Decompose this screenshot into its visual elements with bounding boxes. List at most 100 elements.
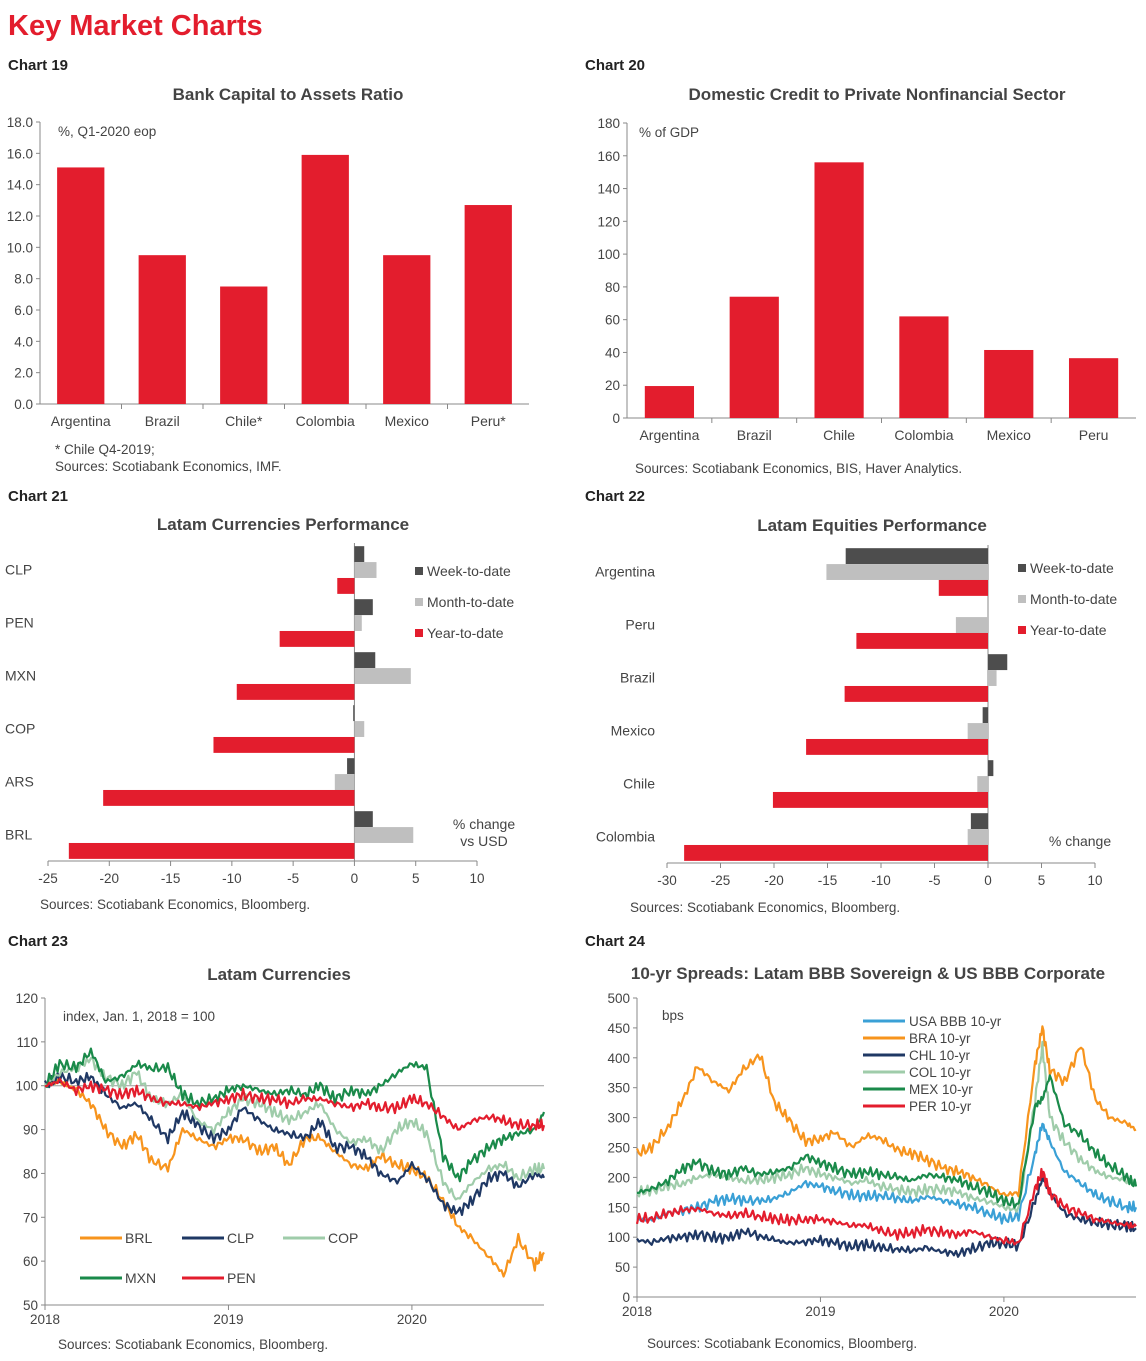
c24-xtick-label: 2018 xyxy=(622,1304,652,1319)
c22-category-label: Brazil xyxy=(620,670,655,686)
c20-ytick-label: 100 xyxy=(597,247,620,262)
c19-bar-chile xyxy=(220,286,268,404)
c20-unit-label: % of GDP xyxy=(639,125,699,140)
c22-legend-swatch-year-to-date xyxy=(1018,626,1026,634)
c21-bar-cop-week-to-date xyxy=(353,705,355,722)
c22-xtick-label: -5 xyxy=(928,873,940,888)
c21-legend-label: Year-to-date xyxy=(427,625,504,641)
c20-ytick-label: 60 xyxy=(605,313,620,328)
c23-line-cop xyxy=(44,1056,546,1201)
c21-bar-brl-year-to-date xyxy=(68,842,355,859)
c19-ytick-label: 0.0 xyxy=(14,397,33,412)
c24-ytick-label: 500 xyxy=(607,991,630,1006)
c22-legend-label: Month-to-date xyxy=(1030,591,1117,607)
c24-line-per-10-yr xyxy=(635,1167,1137,1246)
c22-category-label: Chile xyxy=(623,776,655,792)
c21-legend-swatch-week-to-date xyxy=(415,567,423,575)
c21-bar-cop-month-to-date xyxy=(354,721,365,737)
c20-bar-argentina xyxy=(644,386,695,418)
c23-legend-label: BRL xyxy=(125,1230,152,1246)
c21-xtick-label: 10 xyxy=(469,871,484,886)
c19-ytick-label: 8.0 xyxy=(14,272,33,287)
c23-ytick-label: 110 xyxy=(16,1035,38,1050)
c22-xtick-label: -30 xyxy=(657,873,677,888)
chart-21-number: Chart 21 xyxy=(8,488,69,505)
c19-category-label: Chile* xyxy=(225,413,263,429)
c21-bar-ars-week-to-date xyxy=(347,758,355,775)
c20-category-label: Brazil xyxy=(737,427,772,443)
c20-title: Domestic Credit to Private Nonfinancial … xyxy=(689,85,1066,104)
c20-bar-mexico xyxy=(984,349,1034,418)
c22-xtick-label: -15 xyxy=(818,873,838,888)
c22-category-label: Mexico xyxy=(611,723,656,739)
chart-21-currencies-performance: Latam Currencies Performance -25 -20 -15 -10… xyxy=(5,515,515,886)
chart-23-number: Chart 23 xyxy=(8,933,69,950)
c20-bar-brazil xyxy=(729,296,779,418)
chart-22-equities-performance: Latam Equities Performance -30 -25 -20 -15 -1… xyxy=(595,516,1117,888)
c22-legend-swatch-week-to-date xyxy=(1018,564,1026,572)
c22-bar-mexico-year-to-date xyxy=(806,738,988,755)
c21-unit-label: % change xyxy=(453,816,515,832)
c19-title: Bank Capital to Assets Ratio xyxy=(173,85,404,104)
c24-legend-label: PER 10-yr xyxy=(909,1099,972,1114)
c24-ytick-label: 400 xyxy=(607,1051,630,1066)
c22-bar-mexico-week-to-date xyxy=(982,707,988,724)
c24-line-usa-bbb-10-yr xyxy=(636,1122,1138,1225)
c24-ytick-label: 300 xyxy=(607,1111,630,1126)
c24-legend-label: BRA 10-yr xyxy=(909,1031,971,1046)
c22-legend-label: Year-to-date xyxy=(1030,622,1107,638)
c19-bar-mexico xyxy=(383,255,431,404)
c23-ytick-label: 50 xyxy=(23,1298,38,1313)
c24-xtick-label: 2020 xyxy=(989,1304,1019,1319)
chart-20-domestic-credit: Domestic Credit to Private Nonfinancial … xyxy=(597,85,1136,443)
c21-unit-label: vs USD xyxy=(460,833,507,849)
c23-legend-label: MXN xyxy=(125,1270,156,1286)
c20-ytick-label: 120 xyxy=(597,214,620,229)
c21-legend-swatch-month-to-date xyxy=(415,598,423,606)
c24-ytick-label: 450 xyxy=(607,1021,630,1036)
c20-category-label: Colombia xyxy=(894,427,953,443)
c23-line-clp xyxy=(43,1071,546,1216)
c19-ytick-label: 18.0 xyxy=(7,115,33,130)
chart-20-number: Chart 20 xyxy=(585,57,646,74)
c19-ytick-label: 4.0 xyxy=(14,334,33,349)
chart-20-sources: Sources: Scotiabank Economics, BIS, Have… xyxy=(635,461,963,476)
c20-ytick-label: 0 xyxy=(612,411,620,426)
c19-ytick-label: 14.0 xyxy=(7,178,33,193)
c21-legend-label: Week-to-date xyxy=(427,563,511,579)
chart-24-sources: Sources: Scotiabank Economics, Bloomberg… xyxy=(647,1336,918,1351)
c22-legend-label: Week-to-date xyxy=(1030,560,1114,576)
c24-ytick-label: 150 xyxy=(607,1200,630,1215)
c20-category-label: Peru xyxy=(1079,427,1109,443)
c22-bar-colombia-week-to-date xyxy=(970,813,988,830)
c19-category-label: Colombia xyxy=(296,413,355,429)
c24-title: 10-yr Spreads: Latam BBB Sovereign & US … xyxy=(631,964,1105,983)
c22-category-label: Peru xyxy=(625,617,655,633)
c24-xtick-label: 2019 xyxy=(805,1304,835,1319)
c23-unit-label: index, Jan. 1, 2018 = 100 xyxy=(63,1009,215,1024)
c20-ytick-label: 140 xyxy=(597,182,620,197)
c23-xtick-label: 2018 xyxy=(30,1312,60,1327)
c24-legend-label: CHL 10-yr xyxy=(909,1048,971,1063)
c22-bar-peru-month-to-date xyxy=(955,617,988,633)
chart-19-source-line: Sources: Scotiabank Economics, IMF. xyxy=(55,459,282,474)
c22-bar-brazil-week-to-date xyxy=(988,654,1008,671)
c19-category-label: Mexico xyxy=(385,413,430,429)
c20-ytick-label: 40 xyxy=(605,345,620,360)
c19-ytick-label: 6.0 xyxy=(14,303,33,318)
c22-category-label: Argentina xyxy=(595,564,655,580)
chart-19-number: Chart 19 xyxy=(8,57,69,74)
c22-unit-label: % change xyxy=(1049,833,1111,849)
c20-bar-chile xyxy=(814,162,864,418)
c22-xtick-label: -10 xyxy=(871,873,891,888)
chart-19-bank-capital: Bank Capital to Assets Ratio 0.0 2.0 4.0 6.0… xyxy=(7,85,529,429)
c24-unit-label: bps xyxy=(662,1008,684,1023)
chart-22-sources: Sources: Scotiabank Economics, Bloomberg… xyxy=(630,900,901,915)
c23-ytick-label: 80 xyxy=(23,1166,38,1181)
c20-category-label: Mexico xyxy=(987,427,1032,443)
c22-xtick-label: 0 xyxy=(984,873,992,888)
c22-bar-brazil-year-to-date xyxy=(844,685,988,702)
c19-bar-colombia xyxy=(301,154,349,404)
c20-ytick-label: 180 xyxy=(597,116,620,131)
c23-ytick-label: 90 xyxy=(23,1123,38,1138)
